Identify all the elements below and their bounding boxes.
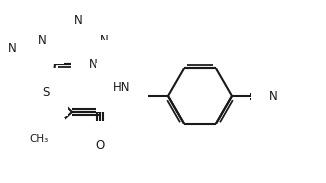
Text: N: N bbox=[9, 46, 18, 59]
Text: N: N bbox=[7, 42, 16, 55]
Text: HN: HN bbox=[113, 81, 131, 94]
Text: N: N bbox=[74, 14, 82, 27]
Text: N: N bbox=[89, 57, 97, 70]
Text: N: N bbox=[7, 42, 16, 55]
Text: N: N bbox=[100, 33, 108, 46]
Text: CH₃: CH₃ bbox=[30, 134, 49, 144]
Text: N: N bbox=[37, 33, 46, 46]
Text: N: N bbox=[269, 89, 278, 102]
Text: O: O bbox=[96, 139, 105, 152]
Text: S: S bbox=[43, 85, 50, 98]
